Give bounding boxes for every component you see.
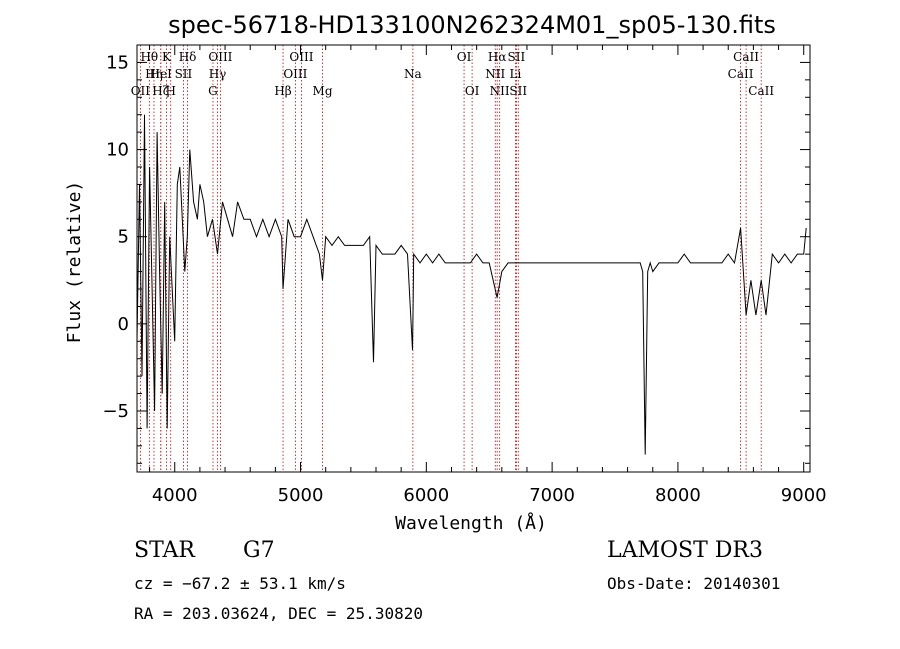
spectral-line-label: HeI xyxy=(150,67,173,81)
spectral-line-label: Hβ xyxy=(274,84,291,98)
spectral-line-label: CaII xyxy=(733,50,759,64)
spectral-line-label: K xyxy=(162,50,172,64)
spectral-line-label: SII xyxy=(509,84,527,98)
x-tick-label: 7000 xyxy=(529,485,575,506)
spectral-line-label: SII xyxy=(508,50,526,64)
spectral-line-label: Hζ xyxy=(152,84,169,98)
spectral-line-label: CaII xyxy=(728,67,754,81)
spectral-line-label: Mg xyxy=(313,84,333,98)
survey-name: LAMOST DR3 xyxy=(607,538,763,563)
spectral-line-label: Li xyxy=(509,67,521,81)
spectral-line-label: OIII xyxy=(289,50,313,64)
spectral-line-label: H xyxy=(165,84,175,98)
spectral-line-label: NII xyxy=(485,67,505,81)
spectral-line-label: SII xyxy=(175,67,193,81)
x-tick-label: 5000 xyxy=(278,485,324,506)
spectrum-chart: spec-56718-HD133100N262324M01_sp05-130.f… xyxy=(64,11,827,534)
spectrum-trace xyxy=(136,114,807,455)
spectral-line-label: Na xyxy=(404,67,422,81)
spectral-line-label: OI xyxy=(465,84,480,98)
spectral-line-label: Hθ xyxy=(140,50,158,64)
object-subclass: G7 xyxy=(243,538,275,563)
spectral-line-label: OII xyxy=(131,84,151,98)
x-tick-label: 9000 xyxy=(781,485,827,506)
spectral-line-label: CaII xyxy=(748,84,774,98)
spectral-line-label: Hδ xyxy=(179,50,197,64)
chart-title: spec-56718-HD133100N262324M01_sp05-130.f… xyxy=(168,11,776,39)
spectral-line-label: G xyxy=(208,84,218,98)
y-axis-ticks: −5 0 5 10 15 xyxy=(102,44,810,464)
plot-frame xyxy=(136,44,811,473)
flux-series xyxy=(136,114,807,455)
ra-dec: RA = 203.03624, DEC = 25.30820 xyxy=(134,604,423,623)
spectral-line-label: Hη xyxy=(145,67,163,81)
y-tick-label: 10 xyxy=(106,140,129,161)
spectral-line-label: OIII xyxy=(208,50,232,64)
x-axis-ticks: 4000 5000 6000 7000 8000 9000 xyxy=(149,45,827,506)
spectral-line-label: OI xyxy=(457,50,472,64)
y-tick-label: 5 xyxy=(118,227,129,248)
y-tick-label: 0 xyxy=(118,314,129,335)
redshift-text: cz = −67.2 ± 53.1 km/s xyxy=(134,574,346,593)
x-tick-label: 4000 xyxy=(152,485,198,506)
spectral-line-label: Hα xyxy=(488,50,507,64)
spectral-line-label: NII xyxy=(490,84,510,98)
x-tick-label: 8000 xyxy=(655,485,701,506)
object-type: STAR xyxy=(134,538,195,563)
x-axis-label: Wavelength (Å) xyxy=(395,512,547,534)
spectral-line-label: OIII xyxy=(283,67,307,81)
spectral-lines xyxy=(139,45,762,472)
y-axis-label: Flux (relative) xyxy=(64,181,85,344)
spectral-line-label: Hγ xyxy=(209,67,227,81)
y-tick-label: 15 xyxy=(106,52,129,73)
y-tick-label: −5 xyxy=(102,401,129,422)
obs-date: Obs-Date: 20140301 xyxy=(607,574,781,593)
x-tick-label: 6000 xyxy=(403,485,449,506)
